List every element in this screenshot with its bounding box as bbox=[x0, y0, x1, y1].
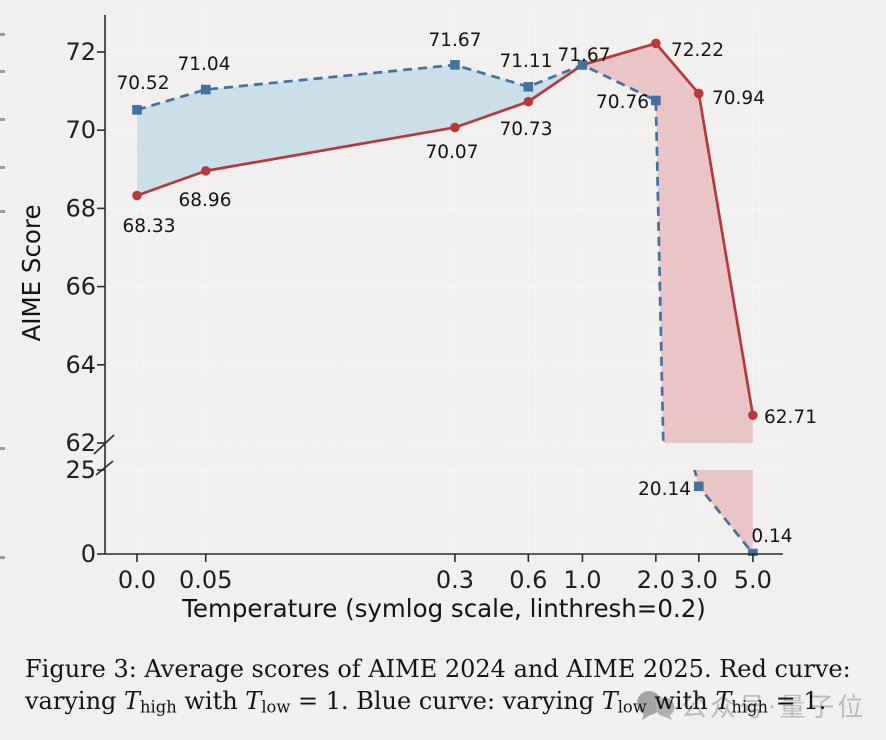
y-tick-label: 64 bbox=[65, 351, 96, 379]
x-tick-label: 1.0 bbox=[563, 566, 601, 594]
x-tick-label: 5.0 bbox=[734, 566, 772, 594]
fill-red-region bbox=[694, 470, 753, 554]
blue-data-label: 70.76 bbox=[596, 92, 649, 113]
y-tick-label: 66 bbox=[65, 273, 96, 301]
red-data-label: 70.73 bbox=[500, 119, 553, 140]
blue-data-label: 71.04 bbox=[178, 54, 231, 75]
x-tick-label: 3.0 bbox=[680, 566, 718, 594]
edge-artifact bbox=[0, 210, 5, 213]
red-data-point bbox=[748, 338, 758, 348]
red-data-label: 70.07 bbox=[426, 142, 479, 163]
edge-artifact bbox=[0, 166, 5, 169]
y-tick-label: 25 bbox=[65, 456, 96, 484]
y-tick-label: 70 bbox=[65, 116, 96, 144]
red-data-point bbox=[651, 38, 661, 49]
edge-artifact bbox=[0, 118, 5, 121]
blue-series-line bbox=[136, 63, 665, 443]
x-axis-title: Temperature (symlog scale, linthresh=0.2… bbox=[181, 594, 706, 623]
chart-panel bbox=[132, 38, 758, 443]
x-tick-label: 0.05 bbox=[179, 566, 232, 594]
qbitai-watermark: 公众号·量子位 bbox=[636, 687, 866, 724]
y-tick-label: 72 bbox=[65, 38, 96, 66]
red-data-point bbox=[201, 317, 211, 327]
blue-data-point bbox=[450, 60, 460, 70]
blue-data-point bbox=[577, 60, 588, 70]
axes bbox=[93, 15, 783, 562]
red-data-point bbox=[693, 88, 704, 99]
blue-data-point bbox=[523, 81, 534, 92]
x-tick-label: 0.0 bbox=[118, 566, 156, 594]
watermark-text: 公众号·量子位 bbox=[681, 693, 867, 723]
red-data-point bbox=[450, 314, 460, 324]
y-tick-label: 0 bbox=[81, 540, 96, 568]
blue-data-point bbox=[132, 105, 142, 115]
edge-artifact bbox=[0, 556, 5, 559]
chart-panel bbox=[137, 313, 758, 556]
blue-data-point bbox=[693, 481, 704, 492]
red-data-label: 72.22 bbox=[671, 40, 724, 61]
blue-data-point bbox=[748, 548, 758, 556]
red-data-point bbox=[132, 190, 142, 201]
y-tick-label: 62 bbox=[65, 429, 96, 457]
blue-data-label: 71.67 bbox=[558, 45, 611, 66]
red-data-point bbox=[200, 166, 211, 176]
edge-artifact bbox=[0, 447, 5, 450]
red-data-label: 70.94 bbox=[712, 88, 765, 109]
axis-break-slash bbox=[93, 434, 115, 455]
red-series-line bbox=[136, 42, 755, 416]
edge-artifact bbox=[0, 33, 5, 36]
red-data-label: 68.96 bbox=[179, 190, 232, 211]
axis-break-slash bbox=[95, 460, 114, 476]
blue-data-point bbox=[200, 84, 211, 95]
blue-data-label: 71.67 bbox=[429, 30, 482, 51]
blue-data-label: 71.11 bbox=[500, 51, 553, 72]
caption-line: Figure 3: Average scores of AIME 2024 an… bbox=[25, 655, 851, 683]
fill-red-region bbox=[582, 43, 753, 443]
blue-data-label: 0.14 bbox=[751, 526, 792, 547]
red-data-point bbox=[748, 410, 758, 421]
red-data-label: 62.71 bbox=[764, 407, 817, 428]
blue-data-point bbox=[651, 95, 661, 106]
edge-artifact bbox=[0, 70, 5, 73]
y-axis-title: AIME Score bbox=[17, 204, 46, 341]
red-data-point bbox=[523, 96, 534, 107]
red-data-label: 68.33 bbox=[123, 216, 176, 237]
blue-data-label: 20.14 bbox=[638, 479, 691, 500]
figure-caption: Figure 3: Average scores of AIME 2024 an… bbox=[25, 653, 877, 724]
x-tick-label: 2.0 bbox=[637, 566, 675, 594]
x-tick-label: 0.3 bbox=[436, 566, 474, 594]
blue-data-label: 70.52 bbox=[117, 73, 170, 94]
x-tick-label: 0.6 bbox=[509, 566, 547, 594]
red-data-point bbox=[450, 122, 460, 133]
y-tick-label: 68 bbox=[65, 194, 96, 222]
fill-blue-region bbox=[137, 313, 582, 324]
chat-bubbles-icon bbox=[637, 690, 675, 720]
caption-line: varying Thigh with Tlow = 1. Blue curve:… bbox=[25, 687, 827, 717]
